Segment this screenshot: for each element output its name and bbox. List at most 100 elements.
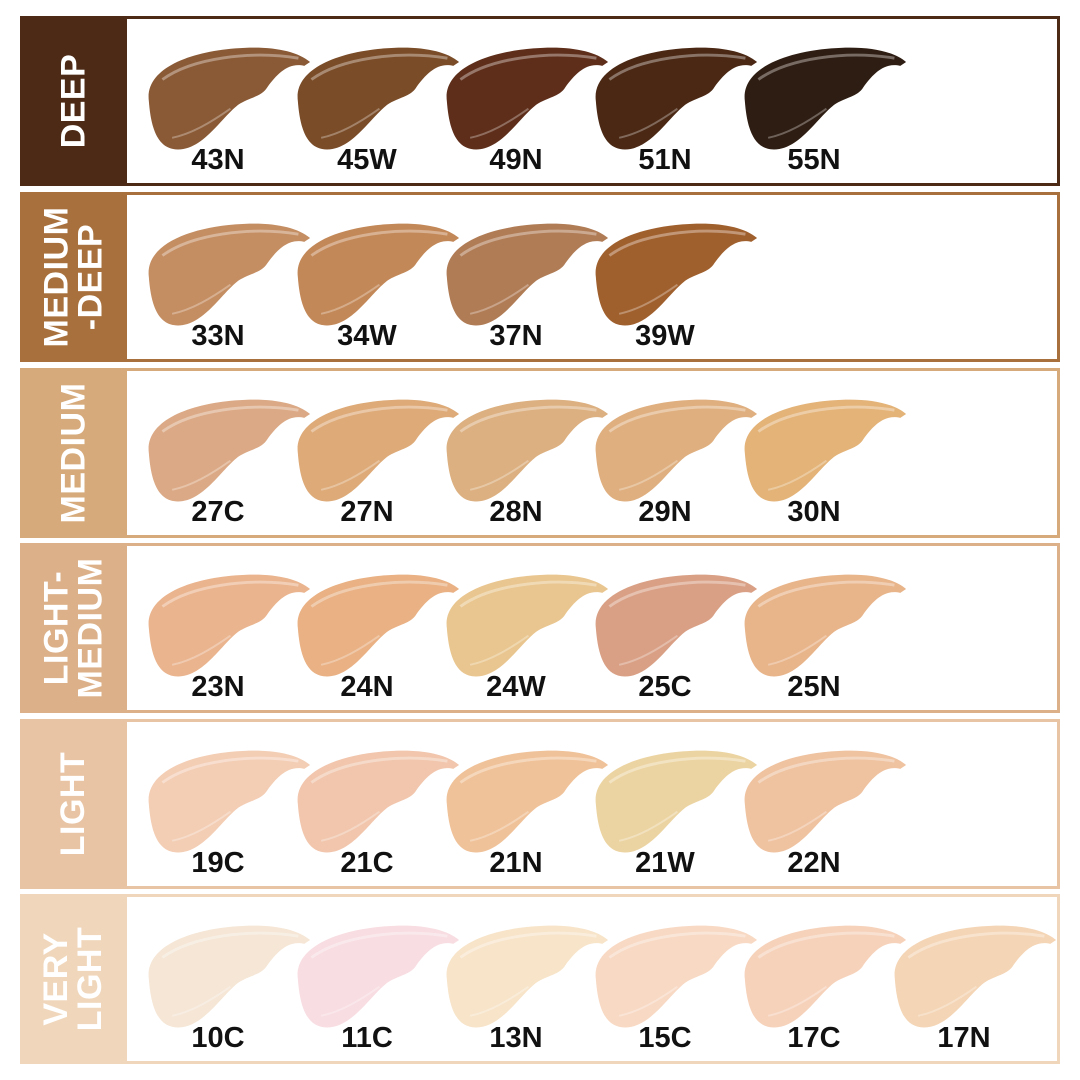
swatch-smear <box>148 925 311 1028</box>
swatch-smear <box>446 574 609 677</box>
swatch-smear <box>446 223 609 326</box>
swatch-smear <box>297 925 460 1028</box>
group-label: LIGHT <box>20 719 127 889</box>
shade-name: 15C <box>638 1022 692 1054</box>
shade-name: 21W <box>635 847 695 879</box>
swatch-smear <box>297 750 460 853</box>
shade-swatch[interactable]: 43N <box>143 39 313 189</box>
swatch-smear <box>446 399 609 502</box>
shade-swatch[interactable]: 34W <box>292 215 462 365</box>
shade-swatch[interactable]: 17N <box>889 917 1059 1067</box>
shade-name: 49N <box>489 144 543 176</box>
shade-name: 11C <box>341 1022 393 1054</box>
swatch-smear <box>744 925 907 1028</box>
shade-name: 27C <box>191 496 245 528</box>
swatch-smear <box>148 47 311 150</box>
shade-name: 34W <box>337 320 397 352</box>
shade-swatch[interactable]: 25N <box>739 566 909 716</box>
swatch-smear <box>595 925 758 1028</box>
swatch-smear <box>595 223 758 326</box>
swatch-smear <box>744 47 907 150</box>
shade-name: 45W <box>337 144 397 176</box>
shade-group-very-light: VERY LIGHT 10C 11C 13N 15C 17C 17N <box>20 894 1060 1064</box>
shade-name: 17C <box>787 1022 841 1054</box>
swatch-smear <box>446 750 609 853</box>
swatch-smear <box>446 925 609 1028</box>
shade-swatch[interactable]: 15C <box>590 917 760 1067</box>
swatch-smear <box>744 399 907 502</box>
shade-swatch[interactable]: 39W <box>590 215 760 365</box>
shade-name: 28N <box>489 496 543 528</box>
shade-swatch[interactable]: 55N <box>739 39 909 189</box>
shade-swatch[interactable]: 10C <box>143 917 313 1067</box>
shade-group-deep: DEEP 43N 45W 49N 51N 55N <box>20 16 1060 186</box>
shade-group-medium-deep: MEDIUM -DEEP 33N 34W 37N 39W <box>20 192 1060 362</box>
shade-swatch[interactable]: 13N <box>441 917 611 1067</box>
shade-name: 33N <box>191 320 245 352</box>
group-label: LIGHT- MEDIUM <box>20 543 127 713</box>
swatch-smear <box>595 750 758 853</box>
shade-name: 24W <box>486 671 546 703</box>
shade-swatch[interactable]: 28N <box>441 391 611 541</box>
group-label: MEDIUM <box>20 368 127 538</box>
swatch-smear <box>744 750 907 853</box>
group-label-text: MEDIUM <box>54 382 93 524</box>
shade-swatch[interactable]: 11C <box>292 917 462 1067</box>
group-label-text: LIGHT- MEDIUM <box>37 557 110 699</box>
shade-swatch[interactable]: 49N <box>441 39 611 189</box>
shade-swatch[interactable]: 22N <box>739 742 909 892</box>
shade-swatch[interactable]: 37N <box>441 215 611 365</box>
group-label-text: LIGHT <box>54 751 93 857</box>
shade-name: 13N <box>489 1022 543 1054</box>
shade-name: 29N <box>638 496 692 528</box>
shade-swatch[interactable]: 25C <box>590 566 760 716</box>
shade-swatch[interactable]: 24N <box>292 566 462 716</box>
swatch-smear <box>297 574 460 677</box>
shade-name: 24N <box>340 671 394 703</box>
shade-name: 10C <box>191 1022 245 1054</box>
shade-swatch[interactable]: 33N <box>143 215 313 365</box>
shade-swatch[interactable]: 27N <box>292 391 462 541</box>
swatch-smear <box>894 925 1057 1028</box>
shade-name: 43N <box>191 144 245 176</box>
swatch-smear <box>595 47 758 150</box>
group-label: MEDIUM -DEEP <box>20 192 127 362</box>
swatch-smear <box>148 750 311 853</box>
shade-name: 55N <box>787 144 841 176</box>
shade-name: 25C <box>638 671 692 703</box>
swatch-smear <box>148 399 311 502</box>
group-label-text: VERY LIGHT <box>37 926 110 1032</box>
swatch-smear <box>297 399 460 502</box>
group-label-text: MEDIUM -DEEP <box>37 206 110 348</box>
shade-name: 21N <box>489 847 543 879</box>
group-label: DEEP <box>20 16 127 186</box>
shade-name: 25N <box>787 671 841 703</box>
swatch-smear <box>148 223 311 326</box>
shade-swatch[interactable]: 27C <box>143 391 313 541</box>
shade-swatch[interactable]: 29N <box>590 391 760 541</box>
shade-name: 19C <box>191 847 245 879</box>
shade-swatch[interactable]: 21N <box>441 742 611 892</box>
shade-name: 21C <box>340 847 394 879</box>
shade-swatch[interactable]: 21W <box>590 742 760 892</box>
shade-group-light: LIGHT 19C 21C 21N 21W 22N <box>20 719 1060 889</box>
swatch-smear <box>595 574 758 677</box>
shade-swatch[interactable]: 21C <box>292 742 462 892</box>
shade-group-medium: MEDIUM 27C 27N 28N 29N 30N <box>20 368 1060 538</box>
swatch-smear <box>446 47 609 150</box>
shade-name: 23N <box>191 671 245 703</box>
shade-group-light-medium: LIGHT- MEDIUM 23N 24N 24W 25C 25N <box>20 543 1060 713</box>
shade-swatch[interactable]: 30N <box>739 391 909 541</box>
swatch-smear <box>297 223 460 326</box>
shade-swatch[interactable]: 51N <box>590 39 760 189</box>
shade-swatch[interactable]: 24W <box>441 566 611 716</box>
shade-swatch[interactable]: 23N <box>143 566 313 716</box>
shade-name: 22N <box>787 847 841 879</box>
swatch-smear <box>595 399 758 502</box>
shade-swatch[interactable]: 17C <box>739 917 909 1067</box>
swatch-smear <box>744 574 907 677</box>
shade-name: 39W <box>635 320 695 352</box>
shade-swatch[interactable]: 19C <box>143 742 313 892</box>
shade-name: 51N <box>638 144 692 176</box>
shade-swatch[interactable]: 45W <box>292 39 462 189</box>
